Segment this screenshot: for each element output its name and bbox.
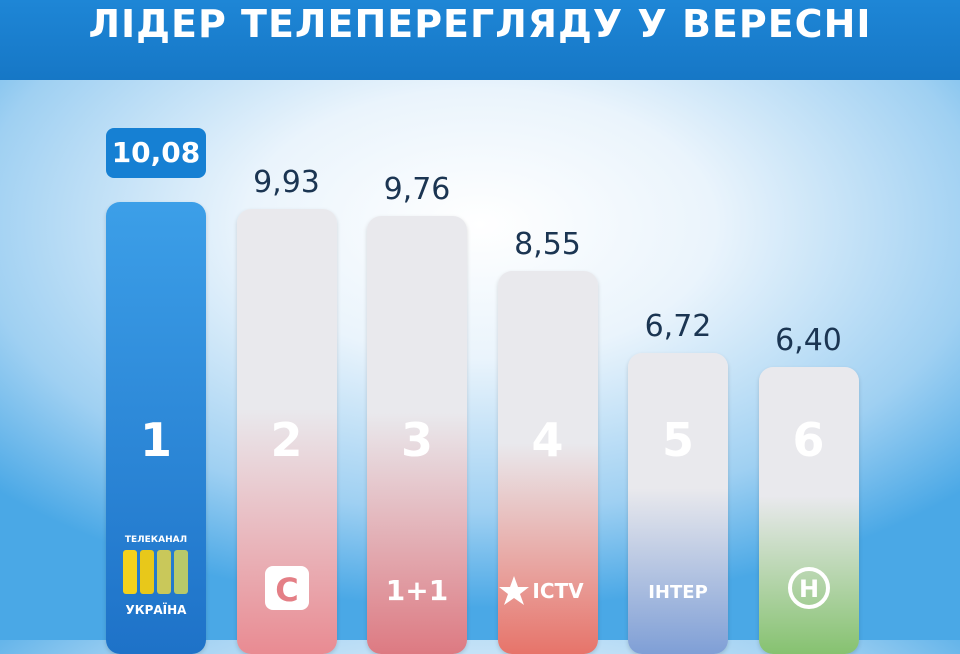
bar-rank-label: 1	[139, 413, 172, 467]
value-label: 10,08	[106, 128, 206, 178]
svg-text:1+1: 1+1	[386, 574, 448, 607]
ictv-logo: ICTV	[498, 530, 598, 624]
1plus1-logo: 1+1	[367, 530, 467, 624]
bar-3	[367, 216, 467, 654]
value-label: 6,72	[644, 308, 712, 344]
svg-text:УКРАЇНА: УКРАЇНА	[126, 602, 188, 617]
svg-text:ТЕЛЕКАНАЛ: ТЕЛЕКАНАЛ	[125, 535, 187, 545]
page-title: ЛІДЕР ТЕЛЕПЕРЕГЛЯДУ У ВЕРЕСНІ	[88, 2, 872, 46]
header-banner: ЛІДЕР ТЕЛЕПЕРЕГЛЯДУ У ВЕРЕСНІ	[0, 0, 960, 80]
bar-1	[106, 202, 206, 654]
bar-rank-label: 2	[270, 413, 303, 467]
value-label: 6,40	[775, 323, 842, 359]
inter-logo: ІНТЕР	[628, 530, 728, 624]
svg-text:ICTV: ICTV	[532, 579, 584, 603]
bar-rank-label: 4	[531, 413, 564, 467]
svg-text:С: С	[275, 571, 298, 609]
value-label: 9,76	[383, 172, 451, 208]
novyi-kanal-logo: Н	[759, 530, 859, 624]
bar-rank-label: 3	[400, 413, 433, 467]
bar-5	[628, 352, 728, 654]
bar-rank-label: 5	[661, 413, 694, 467]
ukraina-logo: ТЕЛЕКАНАЛ УКРАЇНА	[106, 530, 206, 624]
svg-text:ІНТЕР: ІНТЕР	[648, 582, 708, 603]
stb-logo: С	[237, 530, 337, 624]
bar-rank-label: 6	[792, 413, 825, 467]
svg-text:Н: Н	[798, 575, 818, 603]
value-label: 8,55	[514, 226, 581, 262]
value-label: 9,93	[253, 164, 320, 200]
